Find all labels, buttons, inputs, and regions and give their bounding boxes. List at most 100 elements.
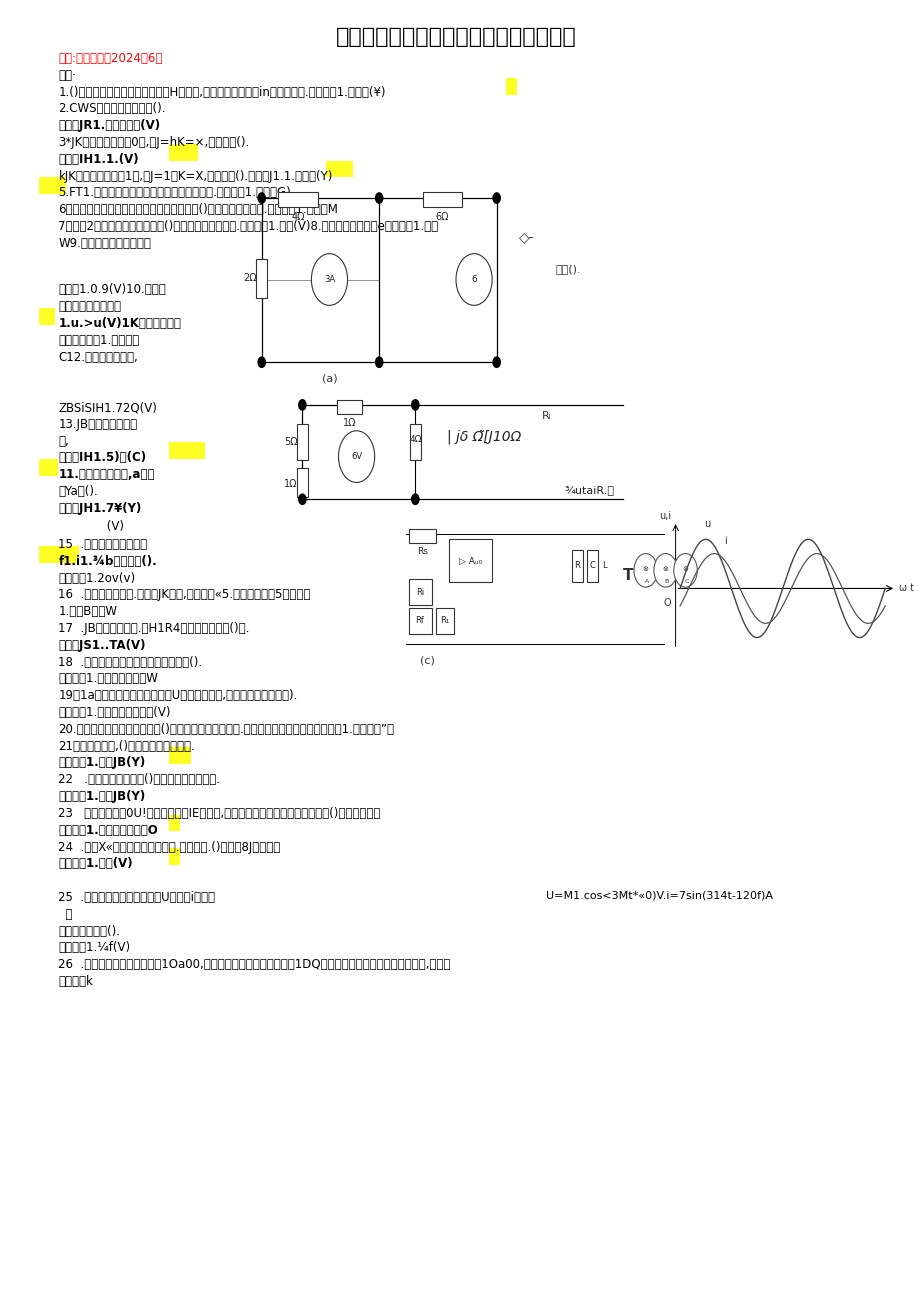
Text: ⊗: ⊗ <box>682 566 687 572</box>
Text: 20.稳压二极符是利用其工作在()时电压变化极小的特性.但两端电压得以稳定，正的选项1.反向击穿”）: 20.稳压二极符是利用其工作在()时电压变化极小的特性.但两端电压得以稳定，正的… <box>58 723 394 736</box>
Text: A: A <box>644 579 648 584</box>
Text: 22   .下列数字电路中，()不属于时序型我电路.: 22 .下列数字电路中，()不属于时序型我电路. <box>58 773 221 786</box>
Text: Rs: Rs <box>416 548 427 556</box>
Text: 正确选项1.2ov(v): 正确选项1.2ov(v) <box>58 571 135 584</box>
Bar <box>409 579 431 605</box>
Circle shape <box>311 254 347 306</box>
Text: 4Ω: 4Ω <box>290 212 304 222</box>
Text: 1.灯泡B变亮W: 1.灯泡B变亮W <box>58 605 118 618</box>
Bar <box>297 468 308 497</box>
Circle shape <box>653 553 676 587</box>
Text: 的变压比k: 的变压比k <box>58 974 93 987</box>
Text: C: C <box>684 579 688 584</box>
Circle shape <box>299 399 306 410</box>
Text: 1Ω: 1Ω <box>284 479 297 489</box>
Text: ω t: ω t <box>898 583 913 593</box>
Text: 17  .JB图所示电路中.电H1R4文路的电流『为()』.: 17 .JB图所示电路中.电H1R4文路的电流『为()』. <box>58 622 249 635</box>
Text: 19、1a图所示是某一支路的电压U和电流的波形,可以判断读支路是《).: 19、1a图所示是某一支路的电压U和电流的波形,可以判断读支路是《). <box>58 690 298 703</box>
Text: T: T <box>622 569 632 583</box>
Text: ▷ Aᵤ₀: ▷ Aᵤ₀ <box>459 557 482 566</box>
Bar <box>168 848 180 865</box>
Text: 26  .已知交该信号组的内用为1Oa00,超过个史压比可调的变压器扩1DQ的负欣队，要使负我援得城大功率,变压器: 26 .已知交该信号组的内用为1Oa00,超过个史压比可调的变压器扩1DQ的负欣… <box>58 958 450 971</box>
Text: (V): (V) <box>58 520 124 533</box>
Bar <box>39 546 79 562</box>
Text: B: B <box>664 579 668 584</box>
Text: 该元件的性质是().: 该元件的性质是(). <box>58 925 120 938</box>
Text: ⊗: ⊗ <box>642 566 648 572</box>
Bar <box>168 814 180 831</box>
Text: 正确选项1.评闵JB(Y): 正确选项1.评闵JB(Y) <box>58 790 145 803</box>
Text: 以为().: 以为(). <box>555 264 581 275</box>
Bar <box>278 191 317 207</box>
Text: 某拄正确选项1.行程开关: 某拄正确选项1.行程开关 <box>58 334 140 347</box>
Bar <box>39 308 55 325</box>
Circle shape <box>412 494 418 505</box>
Text: 正的选项1.¼f(V): 正的选项1.¼f(V) <box>58 942 130 955</box>
Bar <box>409 530 436 544</box>
Text: 1.()是一种可以独繁接通或断开交H泡电路,并适用于控制火电in的自动电器.正确选项1.接触器(¥): 1.()是一种可以独繁接通或断开交H泡电路,并适用于控制火电in的自动电器.正确… <box>58 86 385 99</box>
Text: 15  .翻图所水电路中，电: 15 .翻图所水电路中，电 <box>58 539 147 552</box>
Bar <box>39 177 65 194</box>
Text: 说明:资料整理于2024年6月: 说明:资料整理于2024年6月 <box>58 52 163 65</box>
Circle shape <box>375 356 382 367</box>
Text: 21、下列器件中,()不班于组合逻物电路.: 21、下列器件中,()不班于组合逻物电路. <box>58 740 195 753</box>
Text: Rₗ: Rₗ <box>541 411 550 422</box>
Text: C12.幾图所示变压器,: C12.幾图所示变压器, <box>58 350 138 363</box>
Bar <box>256 259 267 298</box>
Text: 6、变乐哥何彼凌州的等效用抗等『变质比的()』乘以负袋明抗低.正确选项1.：次方M: 6、变乐哥何彼凌州的等效用抗等『变质比的()』乘以负袋明抗低.正确选项1.：次方… <box>58 203 338 216</box>
Text: O: O <box>663 597 671 608</box>
Text: u,i: u,i <box>659 511 671 522</box>
Text: 16  .电图所示电路中.电源电JK不变,而版率升«5.备灯泡的亮慢5正确选项: 16 .电图所示电路中.电源电JK不变,而版率升«5.备灯泡的亮慢5正确选项 <box>58 588 311 601</box>
Text: 1Ω: 1Ω <box>342 418 356 428</box>
Text: u: u <box>703 519 709 530</box>
Text: 正确选IH1.5)和(C): 正确选IH1.5)和(C) <box>58 451 146 464</box>
Bar <box>410 424 420 461</box>
Text: ¾utaiR.是: ¾utaiR.是 <box>564 485 614 496</box>
Text: C: C <box>589 561 595 570</box>
Text: 23   要使放大电路0U!有枪定输出电IE的作用,义要戏少其输入电阱，应采用下列()的反馈方式。: 23 要使放大电路0U!有枪定输出电IE的作用,义要戏少其输入电阱，应采用下列(… <box>58 807 380 820</box>
Text: 正确选IH1.1.(V): 正确选IH1.1.(V) <box>58 152 139 165</box>
Text: 确选项1.0.9(V)10.朱成运: 确选项1.0.9(V)10.朱成运 <box>58 284 166 297</box>
Text: 6V: 6V <box>351 453 362 461</box>
Circle shape <box>633 553 657 587</box>
Text: (c): (c) <box>419 656 434 666</box>
Text: 18  .的图所示反填放大器的反馈性质为().: 18 .的图所示反填放大器的反馈性质为(). <box>58 656 202 669</box>
Text: 6: 6 <box>471 275 476 284</box>
Text: 国开电大《电工电子技术》期末机考题库: 国开电大《电工电子技术》期末机考题库 <box>335 27 575 47</box>
Bar <box>505 78 516 95</box>
Text: 4Ω: 4Ω <box>409 436 421 445</box>
Text: 6Ω: 6Ω <box>436 212 448 222</box>
Text: 2.CWS电路的多余输入端().: 2.CWS电路的多余输入端(). <box>58 103 165 116</box>
Circle shape <box>412 399 418 410</box>
Text: 正确选JR1.不允许此空(V): 正确选JR1.不允许此空(V) <box>58 120 160 133</box>
Text: R₁: R₁ <box>440 617 449 626</box>
Text: 25  .已知电路中某元件的电压U和电流i分别为: 25 .已知电路中某元件的电压U和电流i分别为 <box>58 891 215 904</box>
Text: 11.拗图所赤电路中,a点电: 11.拗图所赤电路中,a点电 <box>58 468 154 481</box>
Circle shape <box>258 193 265 203</box>
Text: 换,: 换, <box>58 435 69 448</box>
Circle shape <box>493 193 500 203</box>
Text: 正的选项1.电压并联免反爆W: 正的选项1.电压并联免反爆W <box>58 673 158 686</box>
Text: 1.u.>u(V)1K利用生产机械: 1.u.>u(V)1K利用生产机械 <box>58 317 181 330</box>
Text: 2Ω: 2Ω <box>243 273 256 284</box>
Bar <box>409 608 431 634</box>
Bar <box>297 424 308 461</box>
Text: 放工作在非正确选项: 放工作在非正确选项 <box>58 301 121 314</box>
Bar <box>325 160 353 177</box>
Text: 3A: 3A <box>323 275 335 284</box>
Text: 5Ω: 5Ω <box>283 437 297 448</box>
Bar <box>39 459 58 476</box>
Bar <box>586 549 597 582</box>
Text: 正确选项1.电乐并联领反球O: 正确选项1.电乐并联领反球O <box>58 824 158 837</box>
Text: 正确选项1.寄存JB(Y): 正确选项1.寄存JB(Y) <box>58 756 145 769</box>
Text: kJK触发拓的初态为1时,若J=1、K=X,则次态为().正确选J1.1.不确定(Y): kJK触发拓的初态为1时,若J=1、K=X,则次态为().正确选J1.1.不确定… <box>58 169 333 182</box>
Bar <box>436 608 454 634</box>
Circle shape <box>493 356 500 367</box>
Text: 位Ya为().: 位Ya为(). <box>58 485 98 498</box>
Text: 24  .一般X«枪压电源包含变压烤.祭海电路.()电路和8J压电路。: 24 .一般X«枪压电源包含变压烤.祭海电路.()电路和8J压电路。 <box>58 840 280 853</box>
Text: 正的选项1.电讯电密卅联电路(V): 正的选项1.电讯电密卅联电路(V) <box>58 706 171 719</box>
Text: ◇-: ◇- <box>518 230 534 243</box>
Bar <box>168 748 191 764</box>
Text: (a): (a) <box>322 373 337 384</box>
Text: 单途·: 单途· <box>58 69 76 82</box>
